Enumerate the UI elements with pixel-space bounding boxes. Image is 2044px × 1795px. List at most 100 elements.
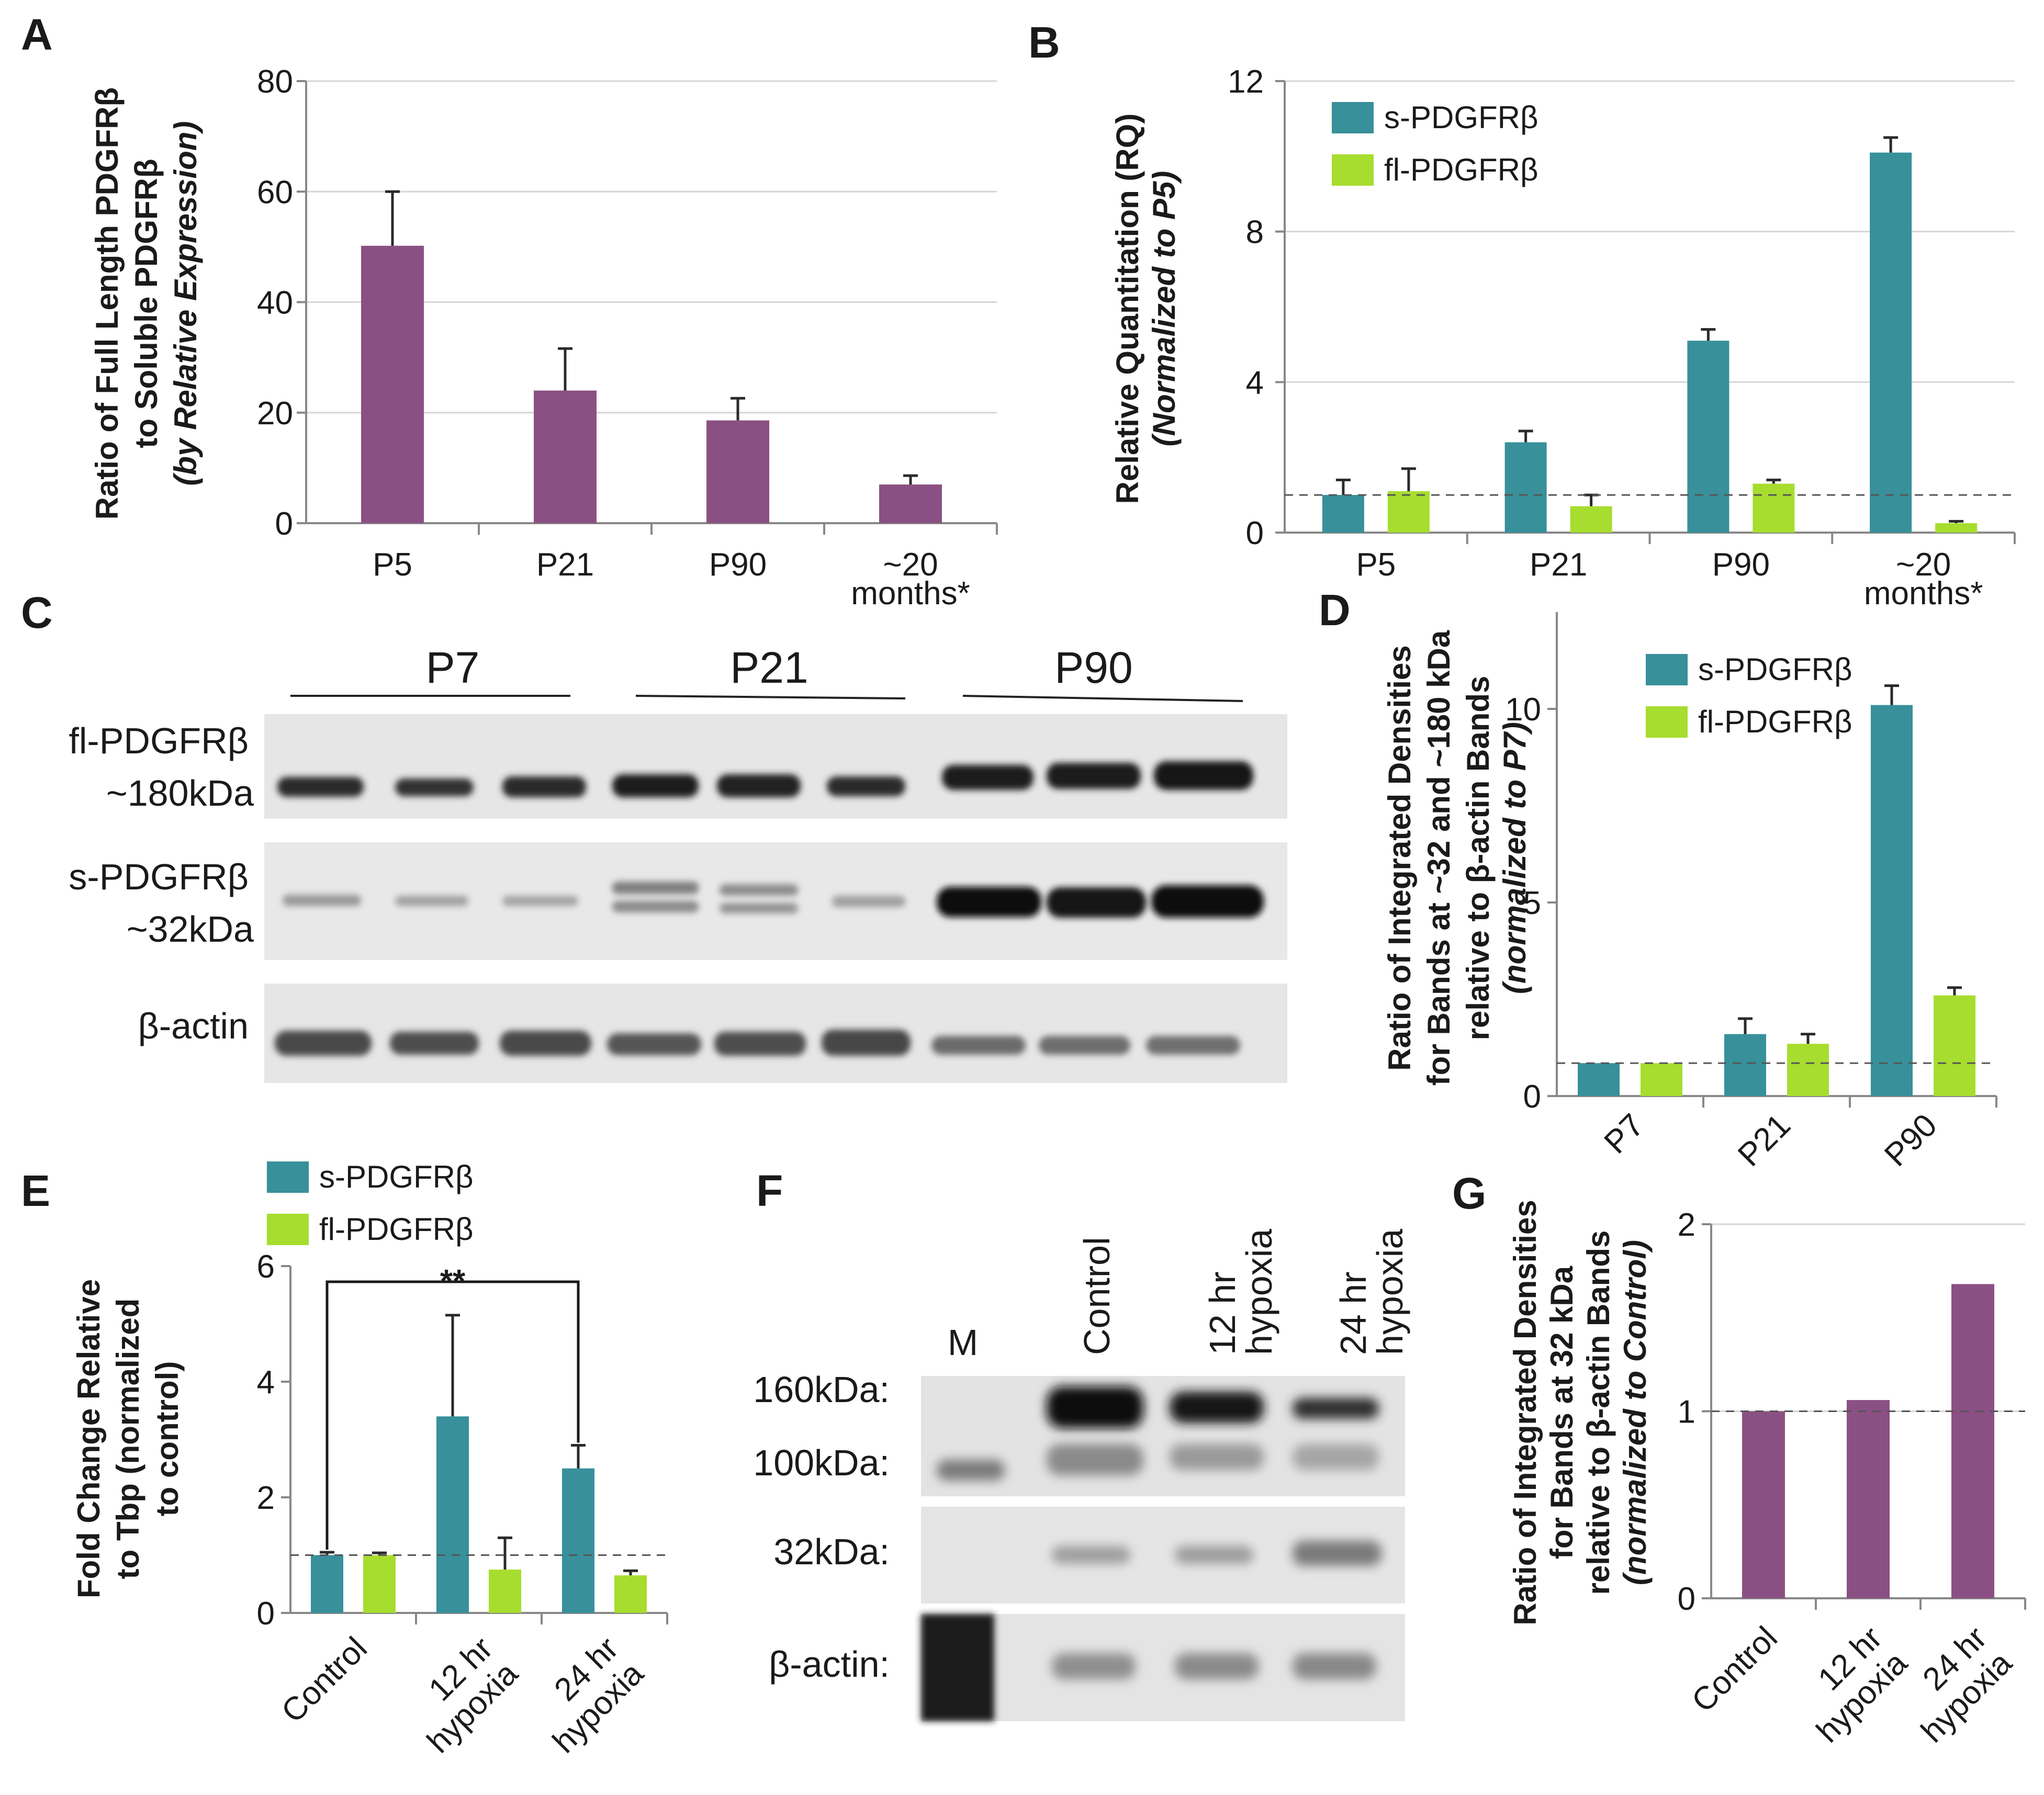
bar [614, 1575, 647, 1613]
bar [1687, 341, 1729, 533]
error-bar [1335, 478, 1351, 495]
bar [1871, 705, 1913, 1096]
y-tick-label: 5 [1523, 885, 1541, 921]
panel-label-b: B [1028, 18, 1060, 67]
legend-label: s-PDGFRβ [1698, 652, 1852, 687]
blot-c-actin-label: β-actin [138, 1006, 249, 1046]
y-tick-label: 0 [257, 1596, 275, 1632]
bar [361, 245, 424, 523]
legend-swatch [1646, 654, 1688, 685]
significance-bracket [325, 1280, 580, 1550]
y-tick-label: 12 [1228, 64, 1264, 100]
blot-c-header-p90: P90 [1054, 643, 1132, 692]
y-axis-label: relative to β-actin Bands [1581, 1230, 1616, 1595]
error-bar [1884, 684, 1899, 705]
y-axis-label: for Bands at 32 kDa [1544, 1266, 1579, 1559]
blot-c-line-p90 [962, 695, 1243, 702]
panel-label-d: D [1319, 585, 1351, 635]
bar [436, 1416, 469, 1613]
bar [706, 420, 769, 523]
bar [1504, 442, 1547, 533]
bar [1570, 506, 1612, 533]
bar [363, 1555, 396, 1613]
blot-f-lane-12hr-line2: hypoxia [1239, 1229, 1279, 1355]
blot-c: P7 P21 P90 fl-PDGFRβ ~180kDa s-PDGFRβ ~3… [69, 643, 1287, 1083]
x-tick-label: months* [1864, 575, 1983, 612]
blot-f-lane-control: Control [1076, 1237, 1117, 1355]
y-tick-label: 1 [1678, 1394, 1695, 1430]
y-axis-label: (normalized to P7) [1497, 722, 1532, 994]
x-tick-label: P21 [1731, 1107, 1798, 1173]
y-tick-label: 80 [257, 64, 293, 100]
x-tick-label: P21 [1530, 547, 1587, 583]
legend-swatch [267, 1214, 309, 1245]
error-bar [623, 1569, 638, 1576]
y-tick-label: 10 [1505, 692, 1541, 728]
x-tick-label: P21 [536, 547, 594, 583]
bar [1847, 1400, 1890, 1598]
blot-c-header-p7: P7 [426, 643, 480, 692]
y-axis-label: Ratio of Integrated Densities [1508, 1200, 1543, 1625]
error-bar [498, 1536, 512, 1570]
legend-label: s-PDGFRβ [319, 1159, 474, 1194]
blot-f-lane-24hr-line2: hypoxia [1369, 1229, 1410, 1355]
error-bar [731, 397, 745, 421]
y-axis-label: Ratio of Integrated Densities [1382, 645, 1417, 1070]
x-tick-label: P7 [1597, 1107, 1650, 1160]
x-tick-label: ~20 [883, 547, 938, 583]
error-bar [1949, 520, 1964, 524]
blot-f: M Control 12 hr hypoxia 24 hr hypoxia 16… [753, 1229, 1410, 1721]
x-tick-label: Control [1685, 1620, 1784, 1719]
y-axis-label: relative to β-actin Bands [1461, 676, 1496, 1041]
blot-c-s-bands [283, 882, 1264, 918]
y-tick-label: 8 [1246, 215, 1264, 251]
blot-f-size-100: 100kDa: [753, 1442, 890, 1483]
blot-f-lane-24hr-line1: 24 hr [1333, 1271, 1374, 1355]
error-bar [1947, 986, 1962, 996]
error-bar [1883, 136, 1899, 153]
bar [1753, 483, 1795, 533]
x-tick-label-group: P7 [1597, 1107, 1650, 1160]
x-tick-label: P90 [1878, 1107, 1944, 1173]
y-tick-label: 0 [1523, 1079, 1541, 1115]
blot-f-marker-actin-lane [921, 1614, 994, 1721]
y-axis-label: Fold Change Relative [71, 1279, 106, 1598]
bar [562, 1468, 594, 1613]
legend-label: s-PDGFRβ [1384, 100, 1538, 135]
legend-swatch [1332, 154, 1374, 186]
error-bar [1401, 467, 1416, 491]
chart-d: 0 5 10 P7 P21 P90 Ratio of Integrated Densitie… [1382, 612, 1997, 1173]
x-tick-label: P5 [373, 547, 412, 583]
bar [311, 1555, 343, 1613]
y-axis-label: Ratio of Full Length PDGFRβ [89, 87, 125, 520]
bar [1387, 491, 1430, 533]
error-bar [1518, 430, 1533, 443]
bar [1934, 995, 1975, 1096]
blot-c-actin-bands [275, 1030, 1240, 1056]
y-axis-label: to Tbp (normalized [110, 1299, 145, 1579]
error-bar [558, 347, 572, 391]
panel-label-c: C [21, 588, 53, 637]
legend-swatch [1332, 102, 1374, 133]
y-tick-label: 40 [257, 285, 293, 321]
error-bar [445, 1314, 460, 1417]
x-tick-label: months* [851, 575, 970, 612]
y-tick-label: 0 [275, 506, 293, 542]
y-tick-label: 2 [1678, 1207, 1695, 1243]
bar [1578, 1063, 1620, 1096]
y-axis-label: to Soluble PDGFRβ [129, 159, 164, 448]
bar [1742, 1411, 1785, 1598]
bar [534, 390, 597, 523]
error-bar [1801, 1033, 1815, 1044]
bar [879, 484, 942, 523]
bar [489, 1570, 521, 1613]
x-tick-label: Control [275, 1630, 374, 1730]
y-axis-label: (by Relative Expression) [168, 121, 203, 486]
x-tick-label: P90 [1712, 547, 1770, 583]
